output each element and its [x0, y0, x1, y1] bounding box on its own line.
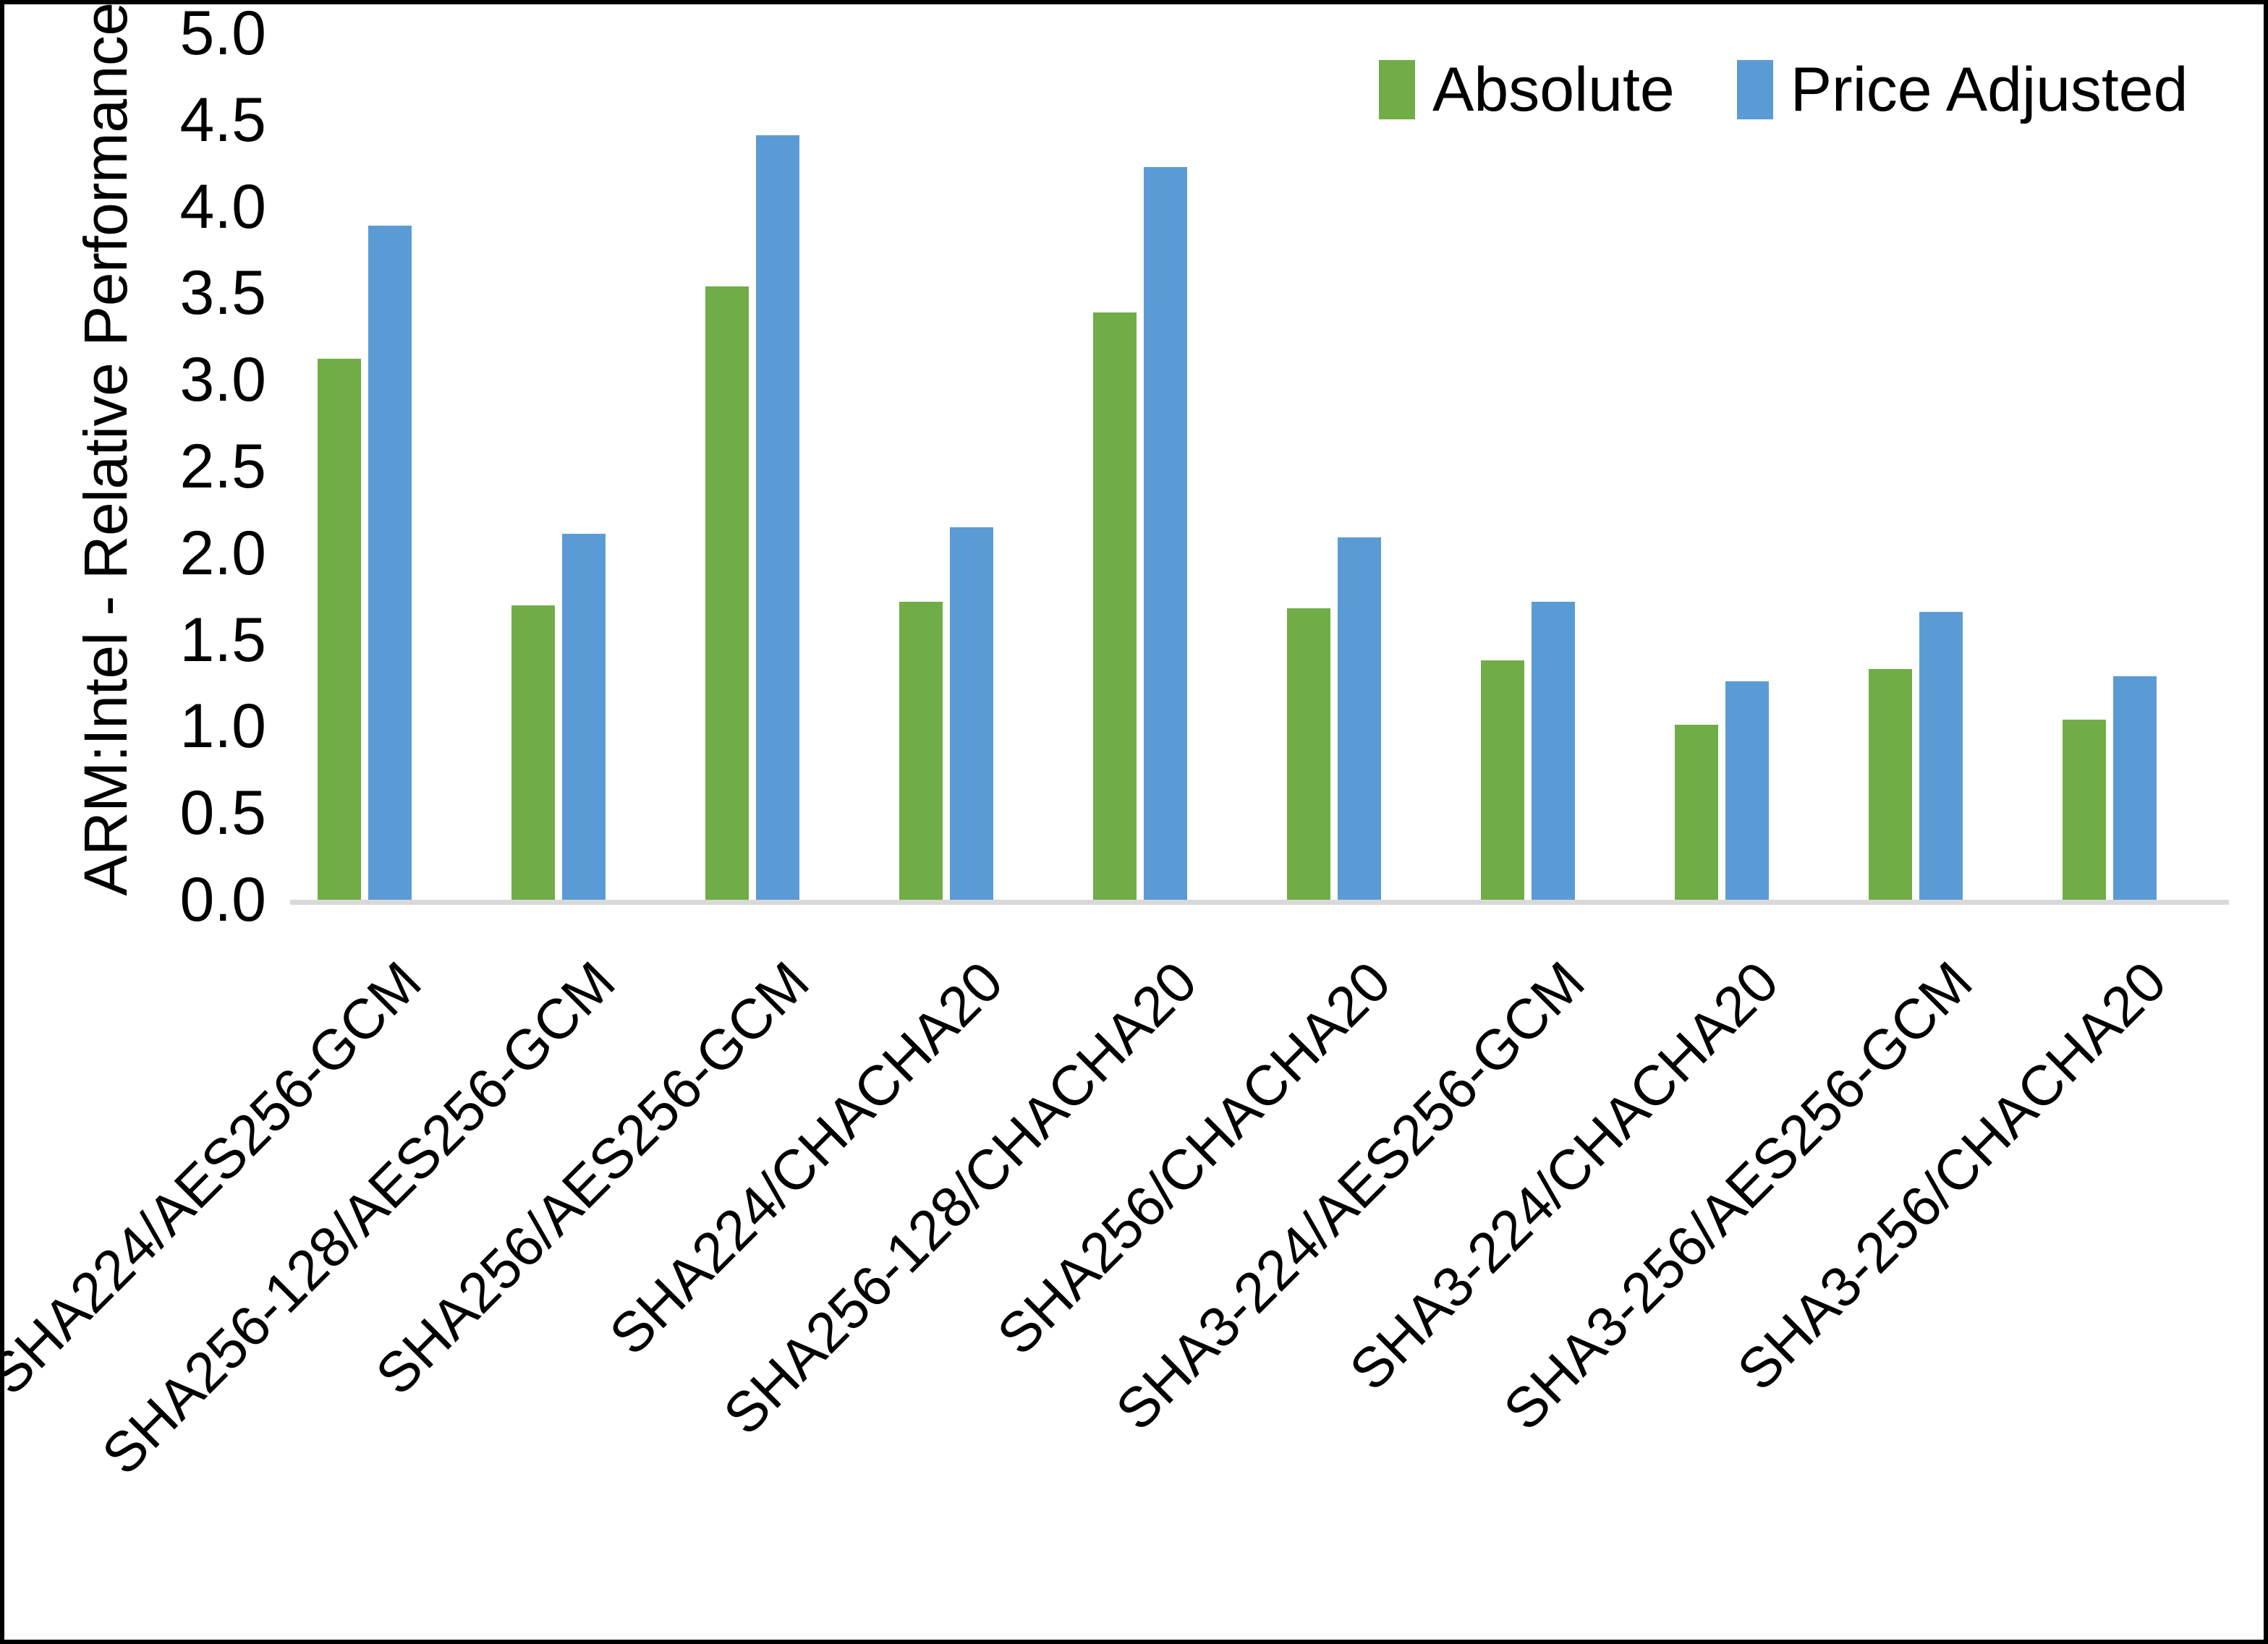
- bar-absolute[interactable]: [899, 601, 943, 900]
- legend-label: Price Adjusted: [1790, 55, 2188, 124]
- bar-price-adjusted[interactable]: [562, 534, 606, 900]
- y-axis-tick-label: 1.5: [179, 605, 266, 675]
- bar-price-adjusted[interactable]: [2113, 676, 2157, 900]
- legend-item[interactable]: Absolute: [1379, 59, 1675, 121]
- bar-group: [1647, 28, 1841, 900]
- bar-absolute[interactable]: [1093, 312, 1137, 900]
- legend-swatch-icon: [1379, 60, 1415, 119]
- bar-price-adjusted[interactable]: [950, 527, 993, 900]
- y-axis-tick-label: 3.5: [179, 258, 266, 328]
- bar-group: [484, 28, 678, 900]
- bar-group: [1453, 28, 1647, 900]
- bar-absolute[interactable]: [1675, 725, 1718, 900]
- plot-area: [290, 33, 2229, 905]
- bar-group: [290, 28, 484, 900]
- bar-group: [1841, 28, 2035, 900]
- y-axis-tick-label: 4.0: [179, 171, 266, 242]
- x-axis-tick-labels: SHA224/AES256-GCM SHA256-128/AES256-GCM SH…: [4, 908, 2229, 1596]
- bar-absolute[interactable]: [1869, 669, 1912, 900]
- bar-group: [1260, 28, 1453, 900]
- legend-label: Absolute: [1432, 55, 1675, 124]
- x-axis-line: [290, 900, 2229, 905]
- bar-price-adjusted[interactable]: [1919, 612, 1963, 900]
- bar-group: [872, 28, 1066, 900]
- y-axis-tick-label: 5.0: [179, 0, 266, 68]
- y-axis-tick-label: 0.5: [179, 778, 266, 848]
- y-axis-tick-label: 2.0: [179, 518, 266, 588]
- bar-absolute[interactable]: [318, 359, 361, 900]
- legend-item[interactable]: Price Adjusted: [1736, 55, 2188, 124]
- bar-absolute[interactable]: [705, 286, 749, 900]
- bar-absolute[interactable]: [511, 605, 555, 900]
- bar-price-adjusted[interactable]: [368, 225, 412, 900]
- y-axis-tick-labels: 5.0 4.5 4.0 3.5 3.0 2.5 2.0 1.5 1.0 0.5 0.0: [106, 4, 279, 945]
- legend-swatch-icon: [1736, 60, 1773, 119]
- bar-price-adjusted[interactable]: [1338, 537, 1381, 900]
- bar-price-adjusted[interactable]: [1532, 601, 1575, 900]
- x-axis-tick-label: SHA256/CHACHA20: [985, 949, 1403, 1367]
- bar-absolute[interactable]: [2063, 719, 2106, 900]
- y-axis-tick-label: 1.0: [179, 691, 266, 762]
- bar-absolute[interactable]: [1287, 608, 1330, 900]
- y-axis-tick-label: 3.0: [179, 345, 266, 415]
- x-axis-tick-label: SHA224/CHACHA20: [597, 949, 1016, 1367]
- bar-price-adjusted[interactable]: [756, 135, 799, 900]
- bar-group: [678, 28, 872, 900]
- bar-group: [2035, 28, 2229, 900]
- bar-group: [1066, 28, 1260, 900]
- y-axis-tick-label: 2.5: [179, 432, 266, 501]
- y-axis-tick-label: 0.0: [179, 865, 266, 934]
- y-axis-tick-label: 4.5: [179, 85, 266, 155]
- bar-price-adjusted[interactable]: [1725, 681, 1769, 900]
- bar-price-adjusted[interactable]: [1144, 166, 1187, 900]
- legend: Absolute Price Adjusted: [1379, 59, 2188, 121]
- bar-absolute[interactable]: [1481, 660, 1524, 900]
